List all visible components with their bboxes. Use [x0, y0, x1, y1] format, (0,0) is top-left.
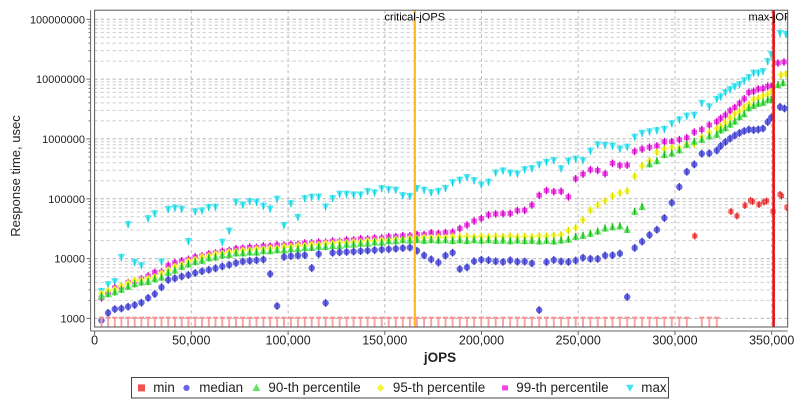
svg-text:95-th percentile: 95-th percentile: [393, 380, 485, 395]
svg-text:100,000: 100,000: [266, 334, 311, 348]
svg-text:99-th percentile: 99-th percentile: [516, 380, 608, 395]
svg-text:200,000: 200,000: [459, 334, 504, 348]
svg-text:Response time, usec: Response time, usec: [8, 115, 23, 237]
svg-text:median: median: [199, 380, 243, 395]
svg-text:100000: 100000: [48, 194, 85, 206]
svg-text:critical-jOPS: critical-jOPS: [385, 12, 446, 24]
svg-text:90-th percentile: 90-th percentile: [268, 380, 360, 395]
svg-text:max: max: [641, 380, 667, 395]
svg-text:min: min: [153, 380, 175, 395]
svg-text:300,000: 300,000: [652, 334, 697, 348]
svg-text:10000: 10000: [54, 254, 85, 266]
svg-text:1000: 1000: [61, 313, 85, 325]
svg-text:max-jOPS: max-jOPS: [749, 12, 799, 24]
svg-text:10000000: 10000000: [36, 74, 85, 86]
svg-text:100000000: 100000000: [30, 14, 85, 26]
svg-text:50,000: 50,000: [172, 334, 210, 348]
svg-text:350,000: 350,000: [749, 334, 794, 348]
svg-text:250,000: 250,000: [556, 334, 601, 348]
svg-text:0: 0: [91, 334, 98, 348]
svg-text:1000000: 1000000: [42, 134, 85, 146]
svg-text:150,000: 150,000: [362, 334, 407, 348]
svg-text:jOPS: jOPS: [423, 350, 456, 365]
